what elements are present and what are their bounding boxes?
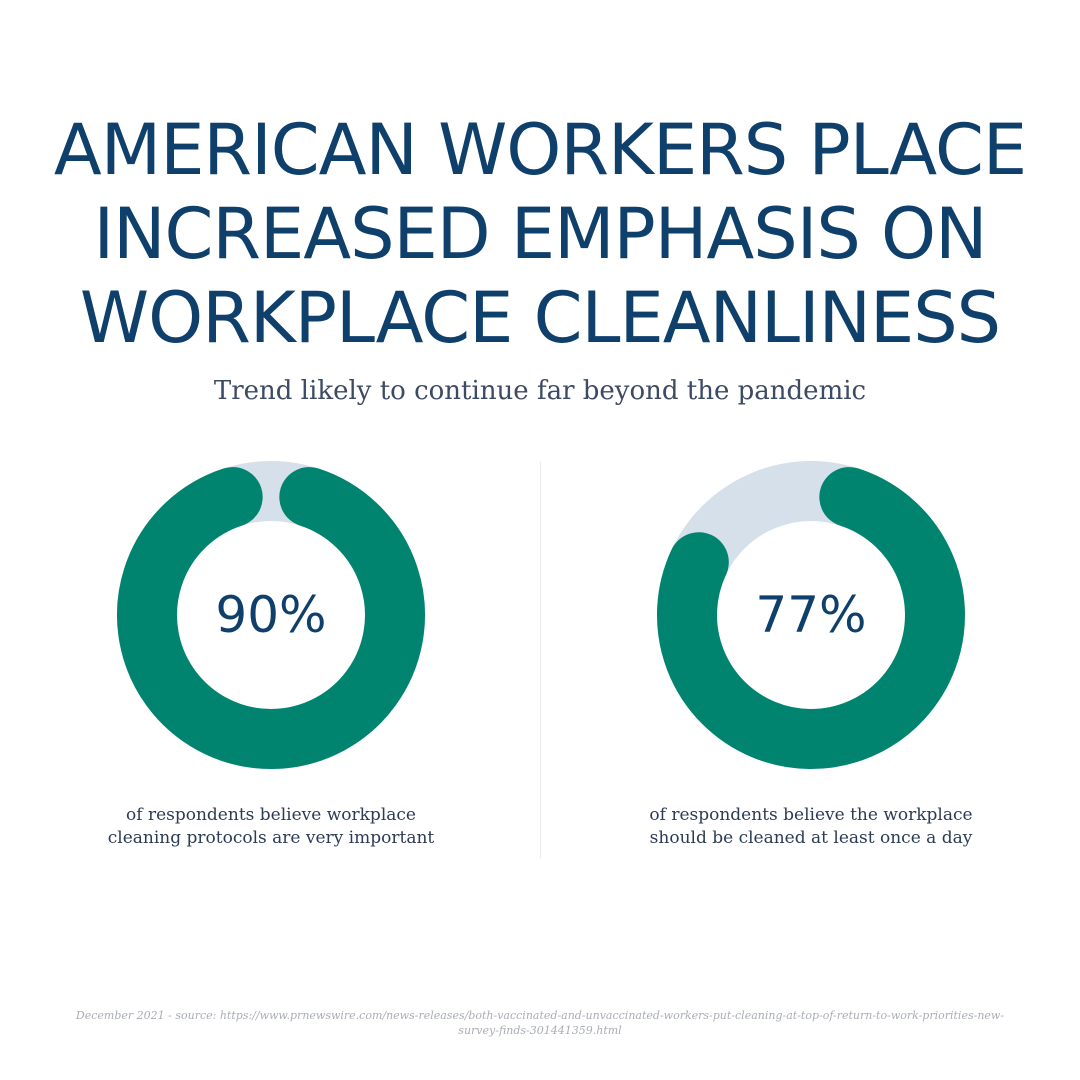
value-label-2: 77% xyxy=(755,586,867,644)
donut-value-arc-2 xyxy=(657,467,965,769)
title-line-2: INCREASED EMPHASIS ON xyxy=(93,193,987,275)
caption-cleaning-protocols: of respondents believe workplace cleanin… xyxy=(107,805,435,848)
column-divider xyxy=(540,462,541,858)
value-label-1: 90% xyxy=(215,586,327,644)
title-line-1: AMERICAN WORKERS PLACE xyxy=(53,109,1027,191)
page-title: AMERICAN WORKERS PLACE INCREASED EMPHASI… xyxy=(0,108,1080,360)
source-note: December 2021 - source: https://www.prne… xyxy=(75,1009,1005,1037)
donut-chart-daily-cleaning: 77% xyxy=(656,460,966,770)
donut-chart-cleaning-protocols: 90% xyxy=(116,460,426,770)
title-line-3: WORKPLACE CLEANLINESS xyxy=(79,277,1001,359)
donut-svg-2 xyxy=(657,461,965,769)
page-subtitle: Trend likely to continue far beyond the … xyxy=(213,376,867,406)
caption-daily-cleaning: of respondents believe the workplace sho… xyxy=(649,805,973,848)
donut-svg-1 xyxy=(117,461,425,769)
donut-value-arc-1 xyxy=(117,467,425,769)
